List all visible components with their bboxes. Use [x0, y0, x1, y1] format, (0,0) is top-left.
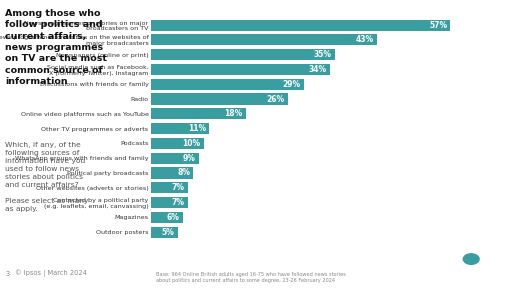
- Bar: [151, 153, 199, 164]
- Text: 35%: 35%: [314, 50, 332, 59]
- Text: 3: 3: [5, 271, 9, 277]
- Text: 5%: 5%: [162, 228, 174, 237]
- Bar: [151, 138, 204, 149]
- Text: 11%: 11%: [188, 124, 206, 133]
- Bar: [151, 20, 450, 31]
- Text: Base: 964 Online British adults aged 16-75 who have followed news stories
about : Base: 964 Online British adults aged 16-…: [156, 273, 346, 283]
- Text: 10%: 10%: [183, 139, 201, 148]
- Text: 43%: 43%: [356, 35, 374, 45]
- Text: 6%: 6%: [167, 213, 180, 222]
- Text: 57%: 57%: [429, 21, 447, 29]
- Bar: [151, 227, 177, 238]
- Bar: [151, 108, 246, 119]
- Bar: [151, 212, 183, 223]
- Bar: [151, 167, 193, 179]
- Text: 7%: 7%: [172, 198, 185, 207]
- Bar: [151, 123, 209, 134]
- Text: 7%: 7%: [172, 183, 185, 192]
- Text: 9%: 9%: [183, 154, 195, 163]
- Text: 8%: 8%: [177, 168, 190, 177]
- Bar: [151, 182, 188, 193]
- Circle shape: [459, 251, 484, 267]
- Bar: [151, 64, 330, 75]
- Bar: [151, 34, 377, 45]
- Text: 34%: 34%: [308, 65, 327, 74]
- Text: Which, if any, of the
following sources of
information have you
used to follow n: Which, if any, of the following sources …: [5, 142, 89, 212]
- Text: Among those who
follow politics and
current affairs,
news programmes
on TV are t: Among those who follow politics and curr…: [5, 9, 107, 86]
- Bar: [151, 94, 288, 105]
- Circle shape: [463, 254, 479, 264]
- Text: 26%: 26%: [267, 95, 285, 103]
- Bar: [151, 79, 304, 90]
- Text: © Ipsos | March 2024: © Ipsos | March 2024: [15, 270, 87, 277]
- Text: 29%: 29%: [282, 80, 301, 89]
- Bar: [151, 197, 188, 208]
- Text: ipsos: ipsos: [466, 273, 493, 282]
- Bar: [151, 49, 335, 60]
- Text: 18%: 18%: [224, 109, 243, 118]
